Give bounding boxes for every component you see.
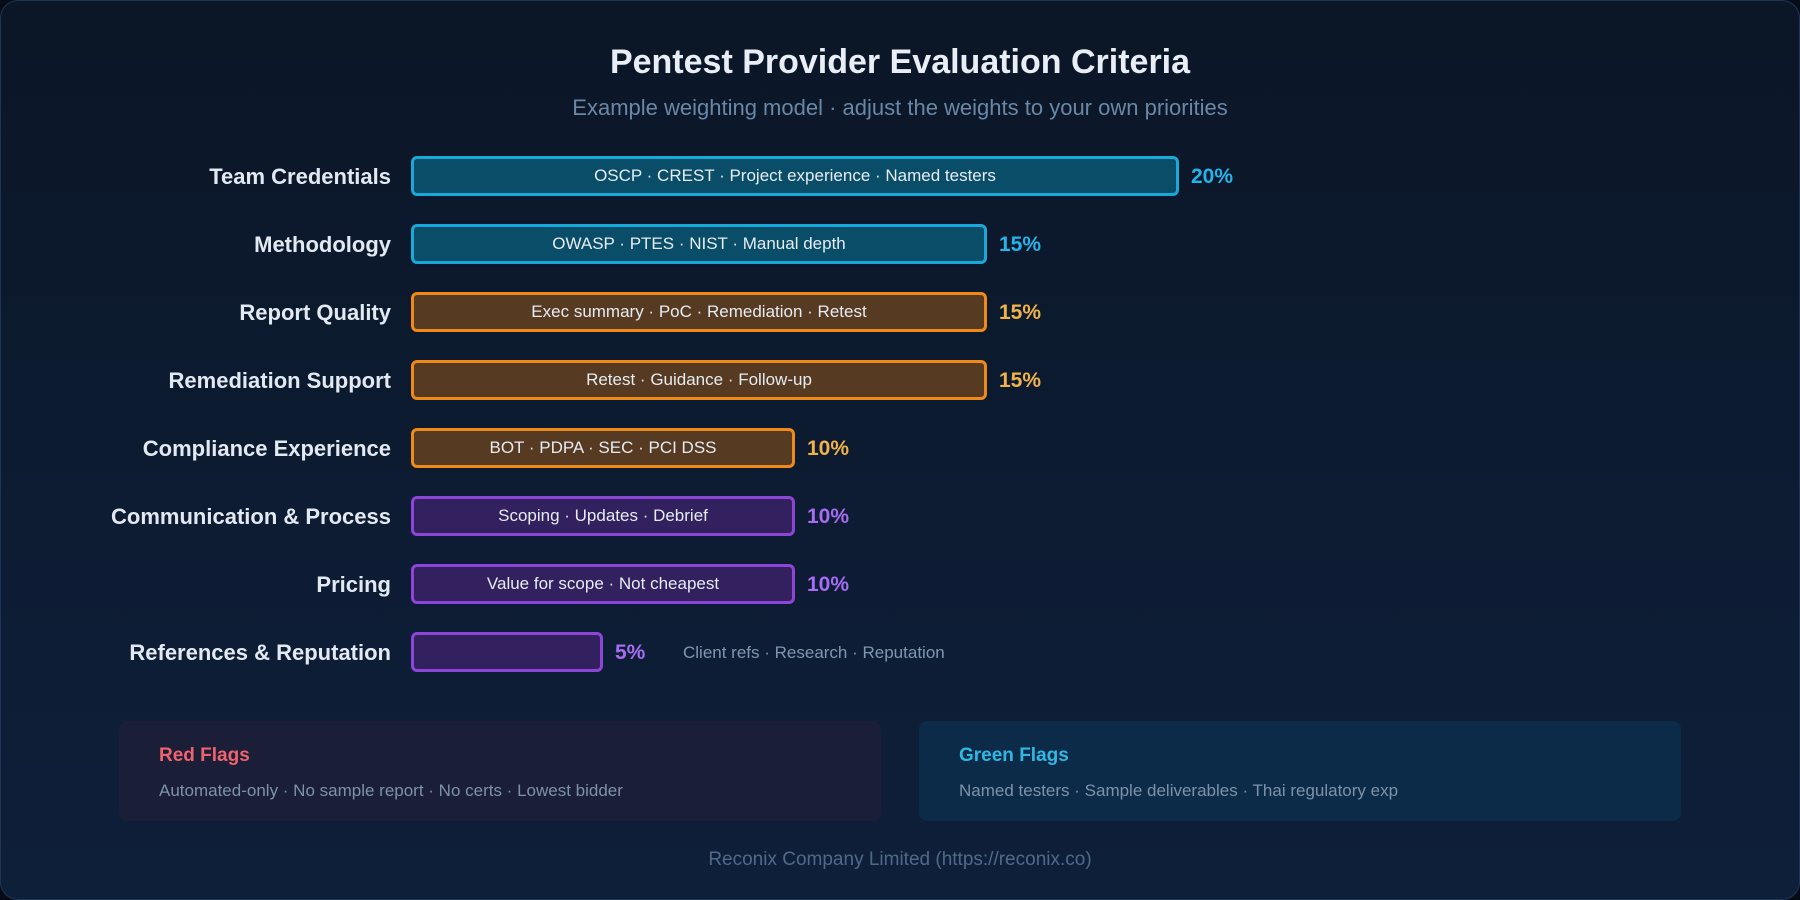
green-flags-panel: Green Flags Named testers · Sample deliv…: [919, 721, 1681, 821]
bar-description: Client refs · Research · Reputation: [683, 643, 945, 662]
bar: OSCP · CREST · Project experience · Name…: [411, 156, 1179, 196]
green-flags-text: Named testers · Sample deliverables · Th…: [959, 781, 1399, 800]
red-flags-text: Automated-only · No sample report · No c…: [159, 781, 623, 800]
category-label: Compliance Experience: [142, 436, 391, 461]
value-label: 10%: [807, 505, 850, 528]
category-label: Pricing: [316, 572, 391, 597]
value-label: 10%: [807, 573, 850, 596]
category-label: References & Reputation: [129, 640, 391, 665]
value-label: 15%: [999, 301, 1042, 324]
bar: Retest · Guidance · Follow-up: [411, 360, 987, 400]
bar-description: Scoping · Updates · Debrief: [498, 506, 708, 525]
bar: Exec summary · PoC · Remediation · Retes…: [411, 292, 987, 332]
bar: Value for scope · Not cheapest: [411, 564, 795, 604]
chart-subtitle: Example weighting model · adjust the wei…: [572, 95, 1228, 120]
value-label: 15%: [999, 233, 1042, 256]
bar-description: BOT · PDPA · SEC · PCI DSS: [489, 438, 717, 457]
category-label: Methodology: [254, 232, 391, 257]
chart-title: Pentest Provider Evaluation Criteria: [609, 43, 1191, 81]
red-flags-title: Red Flags: [159, 745, 250, 766]
category-label: Report Quality: [239, 300, 391, 325]
bar-description: OSCP · CREST · Project experience · Name…: [594, 166, 996, 185]
green-flags-title: Green Flags: [959, 745, 1069, 766]
value-label: 5%: [615, 641, 646, 664]
category-label: Communication & Process: [111, 504, 391, 529]
bar-description: OWASP · PTES · NIST · Manual depth: [552, 234, 846, 253]
bar-chart: Team Credentials OSCP · CREST · Project e…: [1, 1, 1799, 701]
bar-description: Retest · Guidance · Follow-up: [586, 370, 812, 389]
bar: OWASP · PTES · NIST · Manual depth: [411, 224, 987, 264]
bar: [411, 632, 603, 672]
category-label: Remediation Support: [168, 368, 391, 393]
footer-credit: Reconix Company Limited (https://reconix…: [708, 849, 1092, 870]
bar-description: Exec summary · PoC · Remediation · Retes…: [531, 302, 867, 321]
bar: Scoping · Updates · Debrief: [411, 496, 795, 536]
category-label: Team Credentials: [209, 164, 391, 189]
bar-description: Value for scope · Not cheapest: [486, 574, 720, 593]
value-label: 20%: [1191, 165, 1234, 188]
red-flags-panel: Red Flags Automated-only · No sample rep…: [119, 721, 881, 821]
value-label: 15%: [999, 369, 1042, 392]
value-label: 10%: [807, 437, 850, 460]
bar: BOT · PDPA · SEC · PCI DSS: [411, 428, 795, 468]
